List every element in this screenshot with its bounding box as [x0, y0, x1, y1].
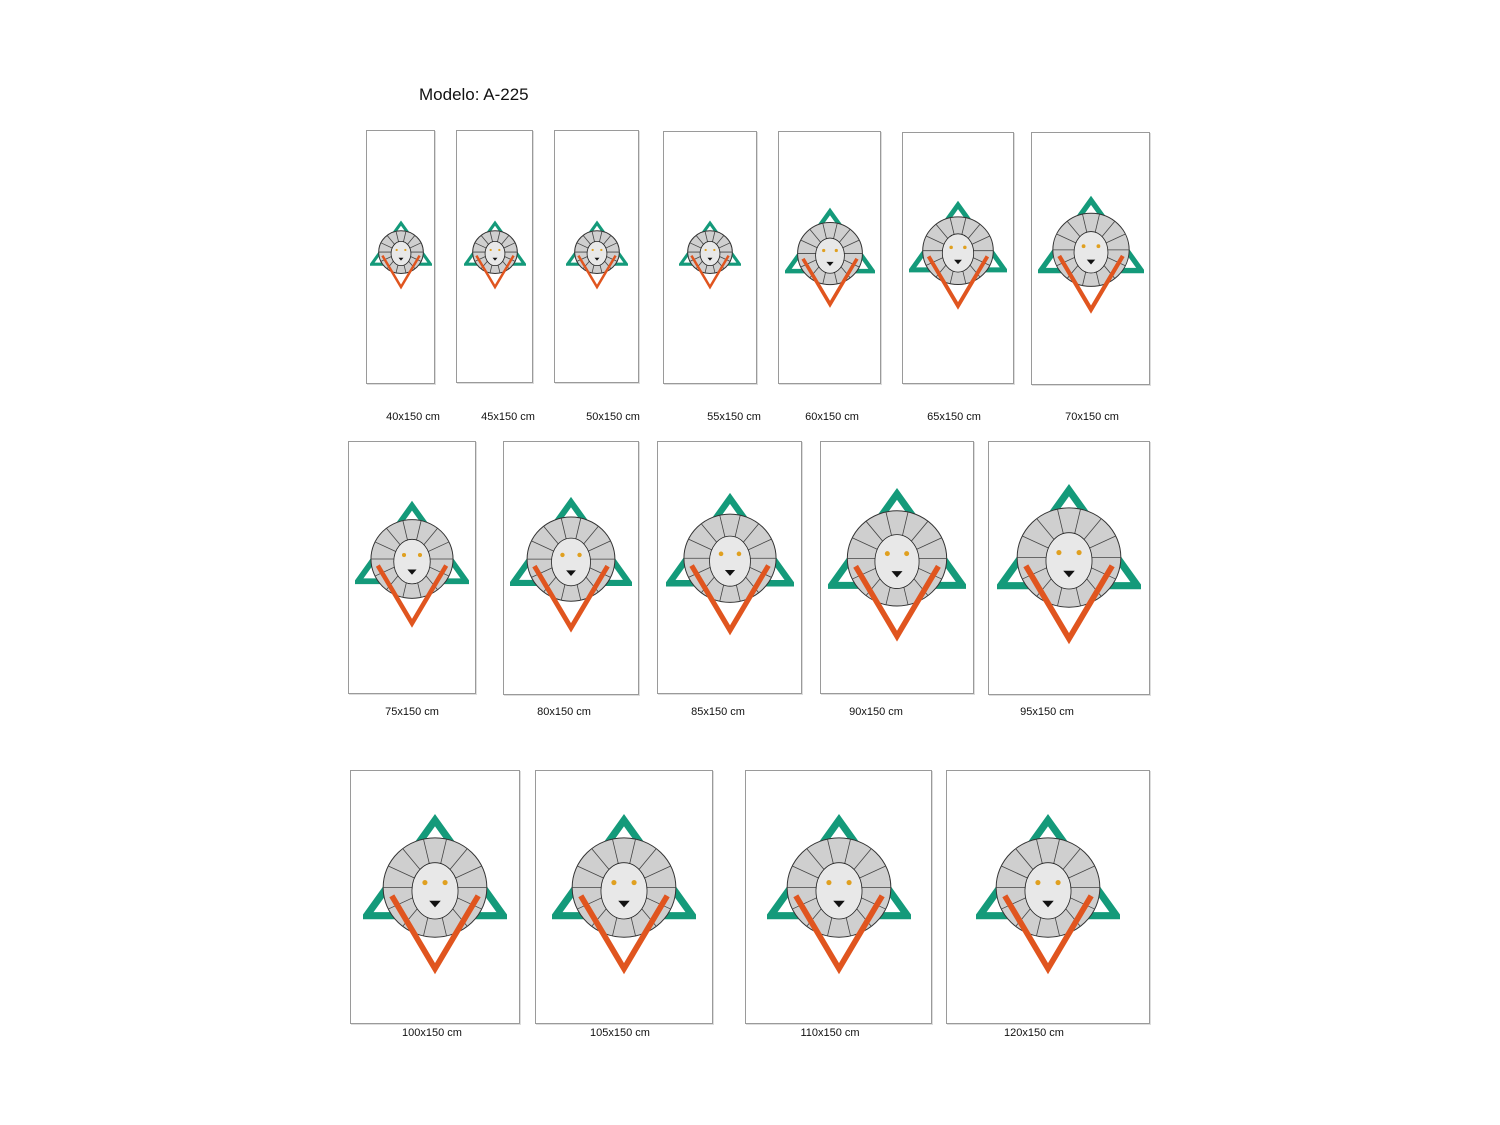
size-label: 75x150 cm — [385, 706, 439, 718]
lion-artwork — [828, 487, 966, 642]
lion-head-icon — [573, 230, 620, 275]
orange-triangle — [1023, 564, 1115, 645]
size-panel — [663, 131, 757, 384]
lion-head-icon — [786, 837, 891, 938]
lion-head-icon — [1051, 212, 1130, 287]
size-panel — [503, 441, 639, 695]
lion-artwork — [976, 814, 1120, 975]
lion-head-icon — [846, 509, 948, 607]
size-panel — [1031, 132, 1150, 385]
lion-artwork — [552, 814, 696, 975]
orange-triangle — [578, 894, 670, 975]
size-label: 90x150 cm — [849, 706, 903, 718]
lion-artwork — [766, 814, 911, 975]
size-label: 100x150 cm — [402, 1027, 462, 1039]
lion-artwork — [510, 496, 632, 633]
size-panel — [745, 770, 932, 1024]
size-label: 110x150 cm — [800, 1027, 860, 1039]
lion-artwork — [909, 200, 1007, 310]
lion-head-icon — [370, 519, 454, 600]
size-label: 80x150 cm — [537, 706, 591, 718]
lion-head-icon — [471, 230, 518, 275]
orange-triangle — [375, 564, 449, 629]
size-label: 95x150 cm — [1020, 706, 1074, 718]
lion-head-icon — [995, 837, 1101, 938]
size-panel — [820, 441, 974, 694]
size-label: 65x150 cm — [927, 411, 981, 423]
orange-triangle — [389, 894, 481, 975]
lion-head-icon — [526, 516, 616, 602]
size-panel — [554, 130, 639, 383]
size-panel — [456, 130, 533, 383]
orange-triangle — [1002, 894, 1094, 975]
lion-artwork — [355, 501, 469, 629]
model-title: Modelo: A-225 — [419, 85, 529, 104]
lion-artwork — [997, 484, 1141, 645]
size-label: 70x150 cm — [1065, 411, 1119, 423]
lion-head-icon — [382, 837, 488, 938]
orange-triangle — [576, 255, 617, 290]
size-panel — [348, 441, 476, 694]
lion-head-icon — [571, 837, 677, 938]
size-panel — [988, 441, 1150, 695]
lion-artwork — [665, 493, 794, 636]
lion-head-icon — [922, 216, 994, 285]
lion-artwork — [463, 220, 526, 290]
lion-artwork — [679, 220, 741, 290]
orange-triangle — [532, 564, 610, 633]
lion-artwork — [1037, 195, 1144, 314]
lion-artwork — [369, 220, 432, 290]
orange-triangle — [926, 254, 990, 310]
orange-triangle — [792, 894, 885, 975]
orange-triangle — [853, 564, 941, 642]
size-panel — [350, 770, 520, 1024]
lion-artwork — [565, 220, 628, 290]
lion-head-icon — [682, 513, 777, 604]
lion-head-icon — [687, 230, 733, 275]
size-label: 45x150 cm — [481, 411, 535, 423]
size-label: 120x150 cm — [1004, 1027, 1064, 1039]
lion-head-icon — [796, 222, 863, 286]
size-label: 55x150 cm — [707, 411, 761, 423]
size-label: 60x150 cm — [805, 411, 859, 423]
orange-triangle — [1056, 254, 1125, 314]
lion-head-icon — [1016, 507, 1122, 608]
size-panel — [366, 130, 435, 384]
size-panel — [535, 770, 713, 1024]
lion-head-icon — [377, 230, 424, 275]
orange-triangle — [474, 255, 515, 290]
lion-artwork — [784, 207, 875, 309]
size-label: 40x150 cm — [386, 411, 440, 423]
orange-triangle — [800, 258, 859, 309]
size-panel — [778, 131, 881, 384]
orange-triangle — [380, 255, 421, 290]
lion-artwork — [363, 814, 507, 975]
size-label: 50x150 cm — [586, 411, 640, 423]
orange-triangle — [688, 564, 771, 636]
size-panel — [902, 132, 1014, 384]
size-label: 105x150 cm — [590, 1027, 650, 1039]
size-label: 85x150 cm — [691, 706, 745, 718]
size-panel — [657, 441, 802, 694]
orange-triangle — [690, 255, 730, 290]
size-panel — [946, 770, 1150, 1024]
